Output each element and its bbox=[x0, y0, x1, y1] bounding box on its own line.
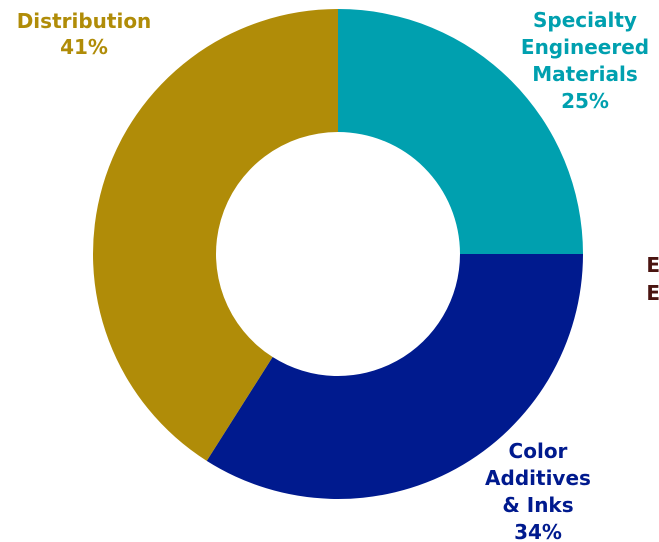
slice-name-line: Materials bbox=[532, 62, 638, 86]
slice-name-line: Color bbox=[509, 439, 568, 463]
donut-slice bbox=[338, 9, 583, 254]
donut-slice bbox=[92, 9, 338, 461]
donut-slices bbox=[92, 9, 583, 499]
slice-label: Color Additives & Inks 34% bbox=[485, 439, 591, 542]
slice-name-line: Distribution bbox=[17, 9, 152, 33]
slice-percent: 41% bbox=[60, 35, 108, 59]
edge-letter: E bbox=[646, 253, 659, 277]
slice-name-line: Specialty bbox=[533, 8, 637, 32]
slice-name-line: & Inks bbox=[502, 493, 573, 517]
slice-name-line: Additives bbox=[485, 466, 591, 490]
slice-percent: 34% bbox=[514, 520, 562, 542]
slice-label: Specialty Engineered Materials 25% bbox=[521, 8, 649, 113]
edge-letter: E bbox=[646, 281, 659, 305]
edge-text-group: E E bbox=[646, 253, 659, 305]
slice-percent: 25% bbox=[561, 89, 609, 113]
donut-slice bbox=[206, 254, 583, 499]
slice-label: Distribution 41% bbox=[17, 9, 152, 59]
slice-name-line: Engineered bbox=[521, 35, 649, 59]
slice-labels: Specialty Engineered Materials 25% Color Addi… bbox=[17, 8, 649, 542]
